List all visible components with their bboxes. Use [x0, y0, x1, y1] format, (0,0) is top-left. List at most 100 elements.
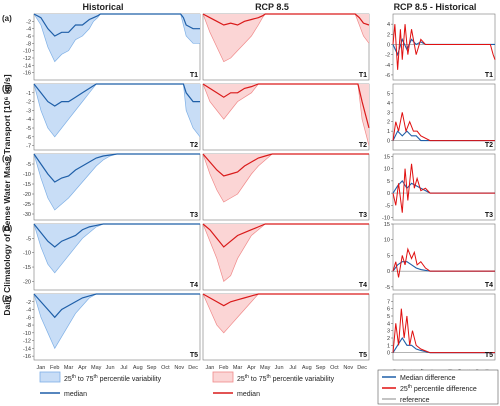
transect-label: T5 — [190, 352, 198, 359]
panel: T3 — [392, 153, 496, 221]
y-tick-label: -8 — [26, 41, 31, 47]
y-tick-label: -12 — [23, 339, 31, 345]
median-difference-line — [392, 130, 495, 142]
y-tick-label: -10 — [23, 331, 31, 337]
panel-grid: (a)T1-2-4-6-8-10-12-14-16 T1 T1420-2-4-6(b… — [2, 13, 496, 361]
diff-y-tick-label: -4 — [385, 63, 390, 69]
y-tick-label: -2 — [26, 19, 31, 25]
diff-y-tick-label: 5 — [387, 179, 390, 185]
month-tick-label: May — [260, 365, 271, 371]
month-tick-label: Jul — [289, 365, 296, 371]
legend-difference: Median difference 25th percentile differ… — [377, 369, 499, 405]
percentile-band — [203, 224, 369, 282]
p25-line — [33, 293, 200, 350]
p25-difference-line — [392, 112, 495, 142]
panel-frame — [392, 293, 496, 361]
y-tick-label: -10 — [23, 172, 31, 178]
diff-y-tick-label: 4 — [387, 321, 390, 327]
panel-frame — [392, 153, 496, 221]
diff-y-tick-label: 4 — [387, 101, 390, 107]
month-tick-label: Nov — [174, 365, 184, 371]
median-line — [202, 223, 369, 248]
median-line — [33, 83, 200, 107]
median-line — [33, 223, 200, 248]
diff-y-tick-label: 0 — [387, 139, 390, 145]
y-tick-label: -1 — [26, 91, 31, 97]
panel: T4 — [33, 223, 201, 291]
y-tick-label: -15 — [23, 182, 31, 188]
transect-label: T4 — [190, 282, 198, 289]
month-tick-label: Aug — [302, 365, 312, 371]
p25-line — [33, 83, 201, 138]
panel-frame — [392, 223, 496, 291]
percentile-band — [34, 294, 200, 349]
median-difference-line — [392, 261, 495, 272]
diff-y-tick-label: -5 — [385, 285, 390, 291]
diff-y-tick-label: 0 — [387, 351, 390, 357]
y-tick-label: -8 — [26, 323, 31, 329]
diff-y-tick-label: 0 — [387, 269, 390, 275]
diff-y-tick-label: 15 — [384, 222, 390, 228]
row-label: (d) — [2, 224, 13, 233]
median-line — [202, 83, 370, 129]
y-tick-label: -3 — [26, 108, 31, 114]
diff-y-tick-label: 3 — [387, 329, 390, 335]
diff-y-tick-label: 7 — [387, 299, 390, 305]
median-line — [33, 293, 200, 319]
y-tick-label: -6 — [26, 34, 31, 40]
y-tick-label: -10 — [23, 49, 31, 55]
diff-y-tick-label: 0 — [387, 42, 390, 48]
diff-y-tick-label: 2 — [387, 32, 390, 38]
legend-diff-median-label: Median difference — [400, 375, 456, 382]
month-tick-label: Mar — [64, 365, 74, 371]
legend-rcp-band-label: 25th to 75th percentile variability — [237, 374, 335, 383]
panel: T4 — [392, 223, 496, 291]
month-tick-label: Feb — [50, 365, 59, 371]
legend-diff-p25-label: 25th percentile difference — [400, 384, 477, 393]
y-tick-label: -4 — [26, 27, 31, 33]
p25-line — [202, 293, 369, 334]
y-tick-label: -6 — [26, 135, 31, 141]
percentile-band — [34, 14, 200, 62]
panel: T1 — [392, 13, 496, 81]
diff-y-tick-label: 5 — [387, 91, 390, 97]
transect-label: T3 — [190, 212, 198, 219]
transect-label: T5 — [359, 352, 367, 359]
month-tick-label: Jun — [275, 365, 284, 371]
y-tick-label: -25 — [23, 202, 31, 208]
month-tick-label: Sep — [147, 365, 157, 371]
p25-line — [202, 153, 369, 203]
panel: T3 — [202, 153, 370, 221]
y-tick-label: -20 — [23, 192, 31, 198]
transect-label: T1 — [359, 72, 367, 79]
percentile-band — [203, 294, 369, 333]
diff-y-tick-label: 4 — [387, 22, 390, 28]
legend-hist-band-label: 25th to 75th percentile variability — [64, 374, 162, 383]
panel: T2 — [202, 83, 370, 151]
p25-difference-line — [392, 247, 495, 278]
diff-y-tick-label: 10 — [384, 238, 390, 244]
panel: T5 — [392, 293, 496, 361]
y-tick-label: -16 — [23, 354, 31, 360]
month-tick-label: Aug — [133, 365, 143, 371]
percentile-band — [203, 14, 369, 62]
legend-diff-ref-label: reference — [400, 397, 430, 404]
month-tick-label: Apr — [78, 365, 87, 371]
percentile-band — [203, 84, 369, 146]
month-tick-label: May — [91, 365, 102, 371]
diff-y-tick-label: 5 — [387, 314, 390, 320]
median-line — [202, 153, 369, 177]
month-tick-label: Dec — [188, 365, 198, 371]
p25-line — [202, 83, 370, 146]
row-label: (e) — [2, 294, 12, 303]
transect-label: T4 — [485, 282, 493, 289]
transect-label: T4 — [359, 282, 367, 289]
diff-y-tick-label: 1 — [387, 129, 390, 135]
month-tick-label: Jun — [106, 365, 115, 371]
p25-line — [33, 223, 200, 274]
column-title-rcp85: RCP 8.5 — [255, 2, 289, 12]
month-tick-label: Oct — [330, 365, 339, 371]
month-tick-label: Mar — [233, 365, 243, 371]
y-tick-label: -6 — [26, 315, 31, 321]
y-tick-label: -7 — [26, 144, 31, 150]
